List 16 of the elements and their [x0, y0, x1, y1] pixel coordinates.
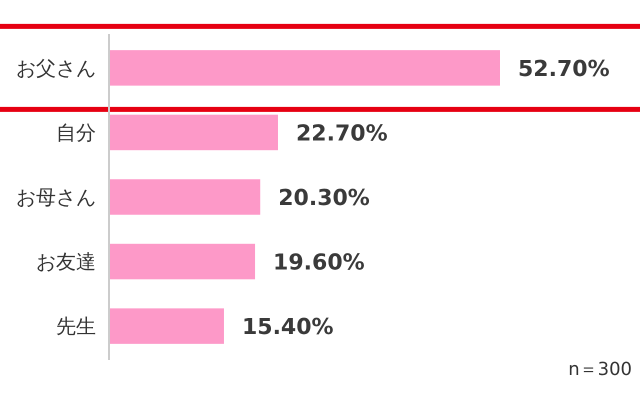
bar: [110, 308, 224, 344]
y-tick-label: 自分: [56, 120, 96, 144]
y-tick-label: お父さん: [16, 56, 96, 80]
bar: [110, 244, 256, 280]
bar: [110, 114, 278, 150]
data-label: 52.70%: [518, 56, 610, 82]
data-label: 15.40%: [242, 315, 334, 340]
text: n＝300: [568, 359, 632, 380]
y-tick-label: お友達: [36, 250, 96, 274]
bar: [110, 50, 500, 86]
y-tick-label: お母さん: [16, 185, 96, 209]
y-tick-label: 先生: [56, 314, 96, 338]
data-label: 22.70%: [296, 121, 388, 146]
data-label: 19.60%: [273, 250, 365, 276]
bar: [110, 179, 260, 215]
data-label: 20.30%: [278, 186, 370, 211]
